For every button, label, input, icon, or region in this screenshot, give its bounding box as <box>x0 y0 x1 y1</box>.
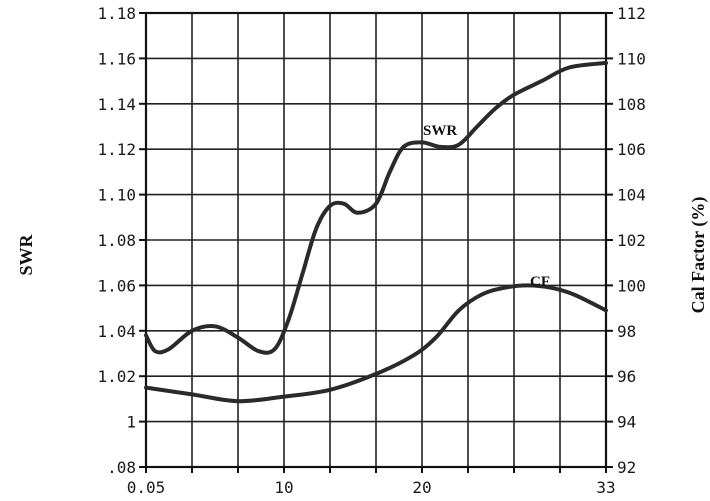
left-tick-label: 1 <box>126 413 136 432</box>
cf-series-label: CF <box>530 274 550 290</box>
right-tick-label: 96 <box>617 367 636 386</box>
left-tick-label: 1.04 <box>97 322 136 341</box>
left-tick-label: 1.18 <box>97 4 136 23</box>
x-tick-label: 0.05 <box>127 478 166 497</box>
right-axis-ticks: 92 94 96 98 100 102 104 106 108 110 112 <box>606 4 646 477</box>
x-tick-label: 33 <box>596 478 615 497</box>
left-tick-label: .08 <box>107 458 136 477</box>
right-tick-label: 100 <box>617 276 646 295</box>
left-axis-ticks: .08 1 1.02 1.04 1.06 1.08 1.10 1.12 1.14 1.16 1.18 <box>97 4 146 477</box>
right-tick-label: 104 <box>617 186 646 205</box>
series-line-cf <box>144 283 608 404</box>
right-tick-label: 98 <box>617 322 636 341</box>
right-tick-label: 112 <box>617 4 646 23</box>
swr-series-label: SWR <box>423 123 457 139</box>
right-tick-label: 92 <box>617 458 636 477</box>
x-tick-label: 20 <box>412 478 431 497</box>
x-tick-label: 10 <box>274 478 293 497</box>
right-tick-label: 106 <box>617 140 646 159</box>
left-tick-label: 1.12 <box>97 140 136 159</box>
series-line-swr <box>144 60 608 355</box>
right-tick-label: 110 <box>617 49 646 68</box>
right-axis-title: Cal Factor (%) <box>688 197 709 314</box>
right-tick-label: 102 <box>617 231 646 250</box>
x-axis-ticks: 0.05 10 20 33 <box>127 467 616 497</box>
left-tick-label: 1.14 <box>97 95 136 114</box>
right-tick-label: 94 <box>617 413 636 432</box>
right-tick-label: 108 <box>617 95 646 114</box>
left-tick-label: 1.06 <box>97 276 136 295</box>
left-tick-label: 1.16 <box>97 49 136 68</box>
left-tick-label: 1.08 <box>97 231 136 250</box>
left-axis-title: SWR <box>16 233 36 275</box>
left-tick-label: 1.02 <box>97 367 136 386</box>
series-lines <box>144 60 608 404</box>
left-tick-label: 1.10 <box>97 186 136 205</box>
